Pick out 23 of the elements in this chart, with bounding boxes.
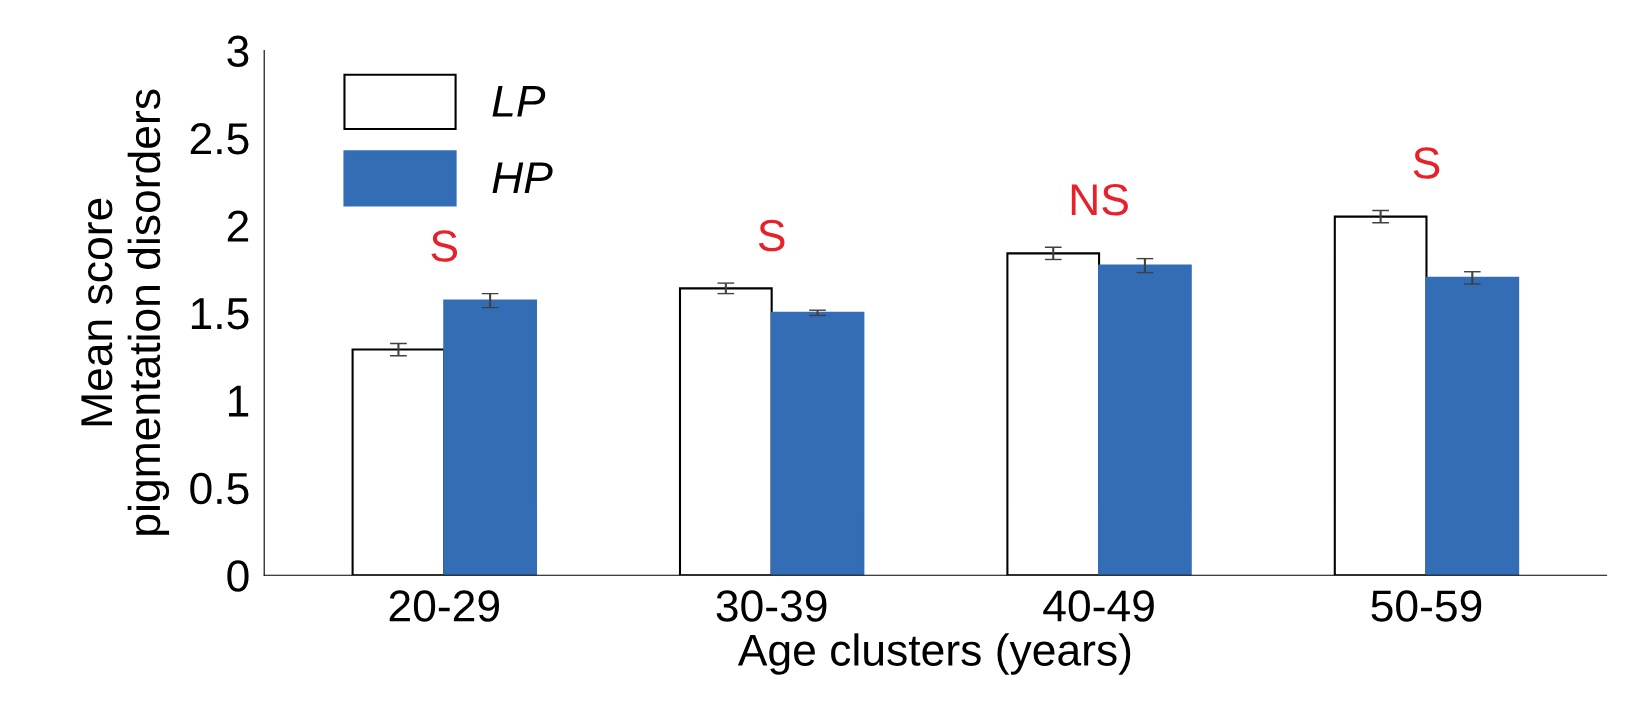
- x-tick-label: 50-59: [1371, 590, 1482, 622]
- annotation: S: [758, 219, 785, 252]
- annotation: S: [1413, 147, 1440, 179]
- bar: [443, 299, 537, 576]
- annotation: NS: [1071, 183, 1128, 216]
- bar: [1425, 276, 1520, 576]
- y-tick-label: 0.5: [190, 472, 249, 505]
- bar: [770, 311, 865, 576]
- y-tick-label: 3: [227, 35, 249, 68]
- x-tick-label: 40-49: [1043, 590, 1154, 622]
- legend-label: LP: [492, 85, 546, 117]
- x-tick-label: 30-39: [716, 590, 827, 622]
- y-tick-label: 1.5: [191, 298, 249, 330]
- y-axis-title: Mean score pigmentation disorders: [81, 89, 170, 535]
- x-axis-title: Age clusters (years): [737, 633, 1131, 675]
- annotation: S: [431, 230, 458, 262]
- bar: [1098, 264, 1192, 576]
- y-tick-label: 2: [227, 210, 249, 242]
- y-tick-label: 0: [227, 560, 249, 592]
- y-tick-label: 2.5: [190, 123, 249, 155]
- x-tick-label: 20-29: [389, 590, 500, 622]
- legend-label: HP: [492, 162, 553, 193]
- y-tick-label: 1: [228, 385, 249, 417]
